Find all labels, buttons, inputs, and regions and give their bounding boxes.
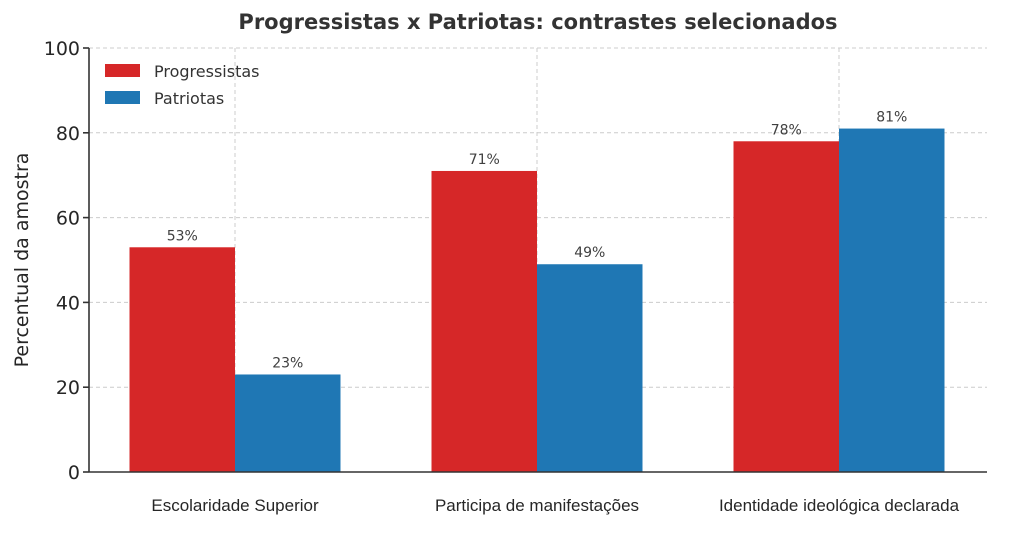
data-label: 71%	[469, 152, 500, 168]
bar-progressistas-1	[129, 247, 235, 472]
bar-progressistas-3	[733, 141, 839, 472]
data-label: 23%	[272, 355, 303, 371]
bar-patriotas-1	[235, 374, 341, 472]
y-tick-label: 0	[68, 462, 80, 484]
y-tick-label: 40	[56, 292, 80, 314]
chart-title: Progressistas x Patriotas: contrastes se…	[238, 10, 837, 34]
legend-swatch-patriotas	[105, 91, 140, 104]
bar-progressistas-2	[431, 170, 537, 472]
bar-patriotas-3	[839, 128, 945, 472]
legend-label: Patriotas	[154, 89, 224, 108]
x-tick-label: Participa de manifestações	[435, 496, 639, 515]
y-axis-label: Percentual da amostra	[11, 153, 33, 368]
y-tick-label: 80	[56, 123, 80, 145]
y-tick-label: 100	[44, 38, 80, 60]
bars	[129, 128, 945, 472]
data-label: 78%	[771, 122, 802, 138]
data-labels: 53% 23% 71% 49% 78% 81%	[167, 110, 908, 372]
legend-label: Progressistas	[154, 62, 259, 81]
y-tick-label: 20	[56, 377, 80, 399]
y-tick-label: 60	[56, 208, 80, 230]
x-tick-label: Identidade ideológica declarada	[719, 496, 960, 515]
data-label: 81%	[876, 110, 907, 126]
axes: 0 20 40 60 80 100 Escolaridade Superior Partici…	[44, 38, 987, 515]
legend: Progressistas Patriotas	[105, 62, 259, 108]
legend-swatch-progressistas	[105, 64, 140, 77]
bar-patriotas-2	[537, 264, 643, 472]
data-label: 49%	[574, 245, 605, 261]
data-label: 53%	[167, 228, 198, 244]
x-tick-label: Escolaridade Superior	[151, 496, 319, 515]
